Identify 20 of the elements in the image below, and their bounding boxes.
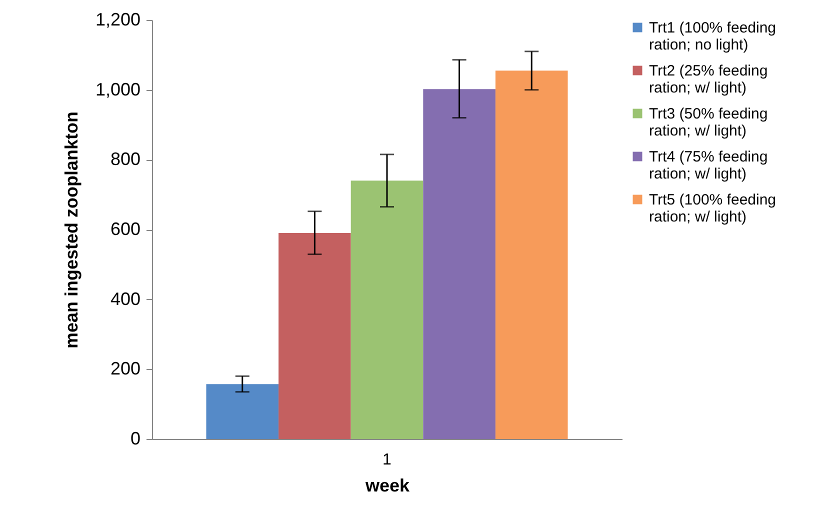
bar — [423, 89, 496, 439]
y-tick-label: 1,000 — [95, 79, 140, 100]
legend-label: Trt5 (100% feeding ration; w/ light) — [649, 192, 776, 226]
legend-label: Trt2 (25% feeding ration; w/ light) — [649, 62, 768, 96]
bar — [206, 384, 279, 439]
y-tick-label: 0 — [130, 428, 140, 448]
y-tick-label: 600 — [110, 219, 140, 239]
bar — [278, 232, 351, 439]
legend-label: Trt4 (75% feeding ration; w/ light) — [649, 148, 768, 182]
legend-label: Trt3 (50% feeding ration; w/ light) — [649, 106, 768, 140]
y-tick-label: 200 — [110, 358, 140, 379]
legend-label: Trt1 (100% feeding ration; no light) — [649, 20, 776, 54]
bar — [495, 70, 568, 439]
x-axis-title: week — [364, 476, 410, 496]
y-axis-title: mean ingested zooplankton — [61, 111, 82, 349]
y-tick-label: 1,200 — [95, 10, 140, 30]
bar — [350, 180, 424, 439]
x-tick-label: 1 — [382, 452, 392, 468]
y-tick-label: 800 — [110, 149, 140, 170]
y-tick-label: 400 — [110, 288, 140, 309]
